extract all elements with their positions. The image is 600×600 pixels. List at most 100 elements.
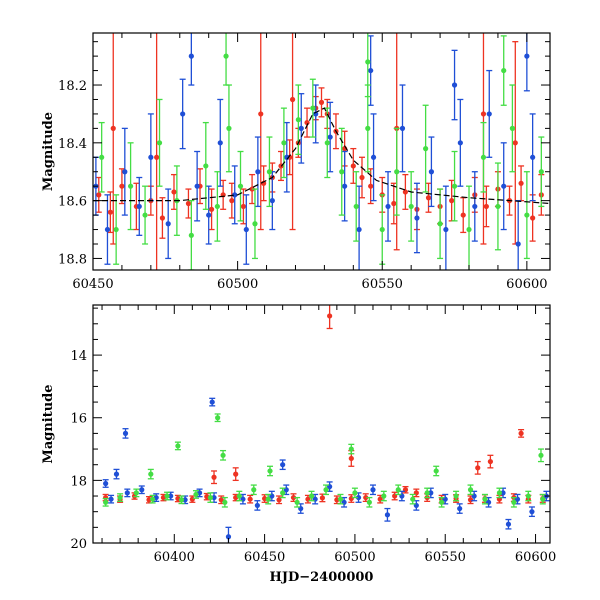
data-point <box>339 169 345 175</box>
data-point <box>281 140 287 146</box>
bottom-series-2 <box>102 397 550 543</box>
y-tick-label: 18.4 <box>58 137 87 152</box>
data-point <box>180 111 186 117</box>
data-point <box>319 495 326 501</box>
data-point <box>428 169 435 175</box>
data-point <box>222 499 228 505</box>
data-point <box>117 494 123 501</box>
data-point <box>308 493 315 499</box>
data-point <box>538 452 544 458</box>
data-point <box>365 125 371 131</box>
data-point <box>164 493 170 499</box>
data-point <box>355 494 362 501</box>
data-point <box>220 452 226 458</box>
data-point <box>290 494 297 501</box>
data-point <box>483 203 489 210</box>
data-point <box>538 169 544 175</box>
y-tick-label: 20 <box>70 537 87 552</box>
data-point <box>215 415 221 421</box>
data-point <box>348 446 354 452</box>
data-point <box>381 493 387 499</box>
y-tick-label: 18.6 <box>58 195 87 210</box>
top-panel: 60450 60500 60550 60600 18.2 18.4 18.6 18.8 Magn… <box>41 32 551 292</box>
data-point <box>480 111 487 117</box>
data-point <box>385 203 391 210</box>
data-point <box>495 203 501 210</box>
model-curve <box>93 107 550 205</box>
data-point <box>530 215 536 221</box>
top-series-2 <box>93 33 536 270</box>
data-point <box>265 496 271 502</box>
data-point <box>310 105 316 111</box>
data-point <box>247 496 253 502</box>
data-point <box>460 212 466 218</box>
data-point <box>150 496 156 502</box>
data-point <box>189 496 195 502</box>
y-tick-label: 16 <box>70 412 87 427</box>
data-point <box>395 487 401 493</box>
data-point <box>453 493 459 499</box>
data-point <box>96 192 102 198</box>
data-point <box>103 499 109 505</box>
data-point <box>342 183 348 189</box>
data-point <box>467 487 474 493</box>
data-point <box>207 494 214 501</box>
data-point <box>370 154 377 160</box>
data-point <box>104 226 111 233</box>
data-point <box>182 497 188 503</box>
data-point <box>243 226 249 233</box>
data-point <box>226 125 232 131</box>
data-point <box>323 487 329 493</box>
data-point <box>475 465 481 471</box>
data-point <box>327 313 333 319</box>
data-point <box>232 192 238 198</box>
data-point <box>423 146 429 152</box>
data-point <box>113 226 119 233</box>
x-tick-label: 60400 <box>154 550 195 565</box>
data-point <box>168 493 174 499</box>
data-point <box>122 430 129 436</box>
data-point <box>276 497 282 503</box>
data-point <box>451 183 458 189</box>
data-point <box>512 140 518 146</box>
data-point <box>394 169 400 175</box>
data-point <box>139 487 145 493</box>
data-point <box>530 154 536 160</box>
data-point <box>193 491 199 498</box>
data-point <box>203 163 209 169</box>
data-point <box>457 140 463 146</box>
y-axis-label: Magnitude <box>41 112 56 191</box>
data-point <box>103 480 109 487</box>
data-point <box>208 206 215 212</box>
bottom-frame <box>92 304 551 544</box>
data-point <box>237 183 244 189</box>
data-point <box>399 125 406 131</box>
data-point <box>384 512 391 518</box>
data-point <box>487 458 493 465</box>
data-point <box>233 471 239 477</box>
x-axis-label: HJD−2400000 <box>270 570 374 585</box>
data-point <box>148 154 154 160</box>
data-point <box>209 399 215 405</box>
data-point <box>280 490 286 496</box>
data-point <box>258 111 264 117</box>
x-tick-label: 60500 <box>334 550 375 565</box>
data-point <box>156 140 163 146</box>
data-point <box>113 471 120 477</box>
data-point <box>295 117 301 123</box>
data-point <box>366 499 372 505</box>
y-tick-label: 14 <box>70 349 87 364</box>
data-point <box>457 505 463 512</box>
x-tick-label: 60600 <box>506 277 547 292</box>
data-point <box>267 468 273 474</box>
bottom-series-3 <box>102 413 546 508</box>
data-point <box>178 497 185 503</box>
data-point <box>298 125 304 131</box>
data-point <box>467 497 474 503</box>
data-point <box>280 462 286 468</box>
data-point <box>511 499 517 505</box>
data-point <box>540 496 546 502</box>
y-axis-label: Magnitude <box>41 384 56 463</box>
data-point <box>214 203 220 210</box>
data-point <box>352 490 358 496</box>
